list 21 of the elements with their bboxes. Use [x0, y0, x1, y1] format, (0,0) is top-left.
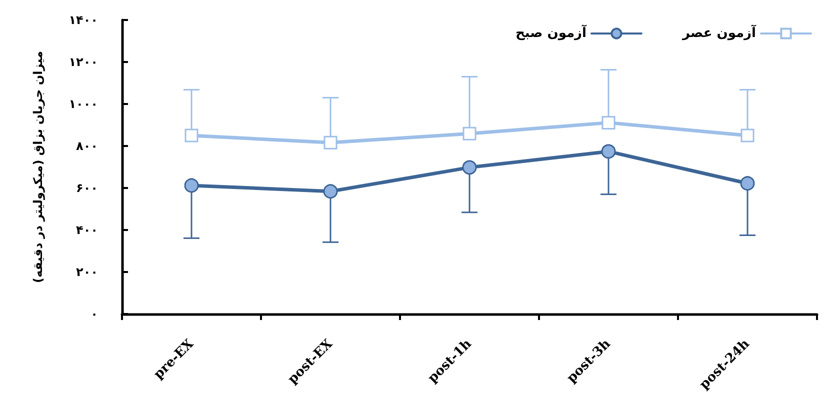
y-tick-label: ۸۰۰: [76, 139, 98, 153]
point: [740, 176, 755, 191]
point: [324, 136, 338, 150]
y-tick-label: ۰: [90, 307, 98, 321]
point: [323, 184, 338, 199]
point: [462, 126, 476, 140]
y-tick-label: ۲۰۰: [76, 265, 98, 279]
y-tick-label: ۶۰۰: [76, 181, 98, 195]
legend-label: آزمون صبح: [515, 24, 588, 41]
point: [184, 178, 199, 193]
y-tick-label: ۱۰۰۰: [68, 97, 98, 111]
y-axis-title: میزان جریان بزاق (میکرولیتر در دقیقه): [31, 50, 45, 284]
point: [602, 116, 616, 130]
y-tick-label: ۱۲۰۰: [68, 55, 98, 69]
y-tick-label: ۱۴۰۰: [68, 13, 98, 27]
y-tick-label: ۴۰۰: [76, 223, 98, 237]
legend-label: آزمون عصر: [681, 24, 757, 41]
point: [462, 160, 477, 175]
point: [740, 128, 754, 142]
point: [601, 144, 616, 159]
point: [184, 128, 198, 142]
